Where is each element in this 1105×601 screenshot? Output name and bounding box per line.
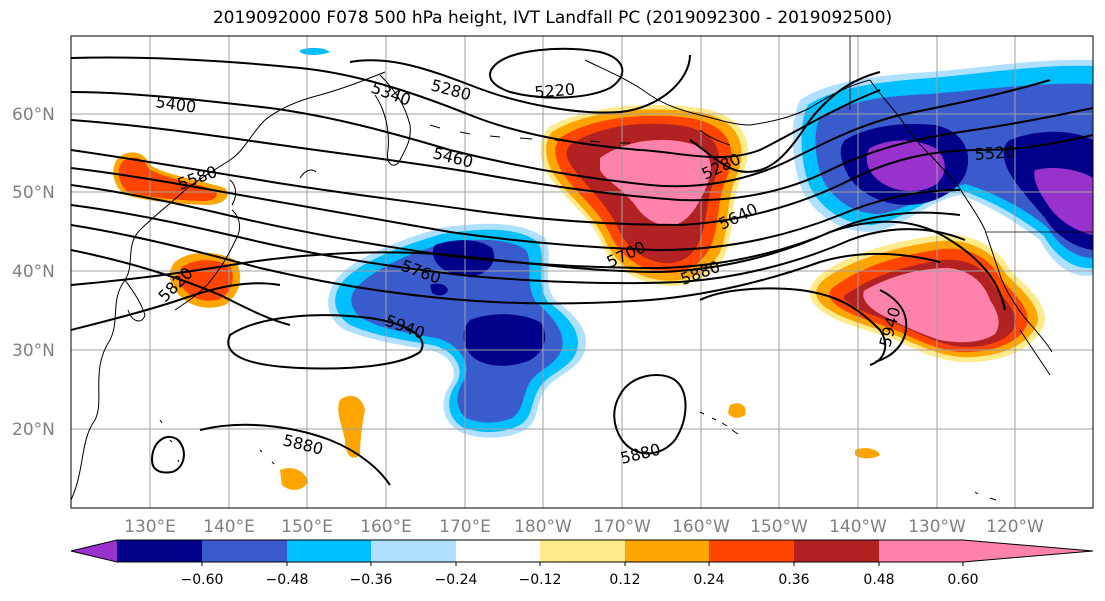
lon-label: 160°W xyxy=(672,517,730,537)
colorbar-tick-label: 0.36 xyxy=(778,572,809,588)
colorbar-tick-label: 0.12 xyxy=(609,572,640,588)
latitude-labels: 60°N 50°N 40°N 30°N 20°N xyxy=(12,105,55,440)
lat-label: 30°N xyxy=(12,341,55,361)
colorbar-tick-label: 0.60 xyxy=(947,572,978,588)
lat-label: 40°N xyxy=(12,262,55,282)
colorbar-tick-label: −0.24 xyxy=(435,572,478,588)
colorbar-tick-label: −0.36 xyxy=(350,572,393,588)
lon-label: 150°E xyxy=(281,517,333,537)
colorbar-cell xyxy=(540,540,625,562)
contour-label: 5520 xyxy=(974,142,1016,164)
map-content: 5400 5340 5280 5220 5580 5460 5280 5520 … xyxy=(71,36,1093,508)
colorbar-cell xyxy=(117,540,202,562)
longitude-labels: 130°E 140°E 150°E 160°E 170°E 180°W 170°… xyxy=(124,517,1044,537)
lon-label: 140°W xyxy=(829,517,887,537)
colorbar-outline xyxy=(70,539,1094,563)
colorbar-extend-low xyxy=(71,540,117,562)
negative-anomaly-subtropical xyxy=(328,223,586,438)
lon-label: 180°W xyxy=(514,517,572,537)
colorbar-cell xyxy=(371,540,456,562)
colorbar-tick-label: −0.12 xyxy=(519,572,562,588)
lon-label: 140°E xyxy=(203,517,255,537)
lon-label: 170°E xyxy=(439,517,491,537)
colorbar-cell xyxy=(456,540,540,562)
colorbar-cell xyxy=(709,540,794,562)
lon-label: 170°W xyxy=(593,517,651,537)
lon-label: 130°E xyxy=(124,517,176,537)
colorbar-tick-label: −0.48 xyxy=(266,572,309,588)
colorbar-cell xyxy=(202,540,287,562)
lat-label: 60°N xyxy=(12,105,55,125)
lon-label: 120°W xyxy=(986,517,1044,537)
colorbar-tick-label: −0.60 xyxy=(181,572,224,588)
lon-label: 160°E xyxy=(360,517,412,537)
contour-label: 5220 xyxy=(534,80,576,102)
colorbar: −0.60 −0.48 −0.36 −0.24 −0.12 0.12 0.24 … xyxy=(70,539,1094,588)
colorbar-cell xyxy=(879,540,963,562)
lat-label: 20°N xyxy=(12,420,55,440)
positive-anomaly-eastern xyxy=(809,234,1045,363)
lon-label: 130°W xyxy=(908,517,966,537)
lon-label: 150°W xyxy=(750,517,808,537)
colorbar-tick-label: 0.24 xyxy=(693,572,724,588)
positive-anomaly-central xyxy=(540,104,748,286)
map-frame xyxy=(70,35,1094,509)
height-contours xyxy=(71,47,1093,486)
map-title: 2019092000 F078 500 hPa height, IVT Land… xyxy=(212,8,893,28)
colorbar-cell xyxy=(625,540,709,562)
colorbar-cell xyxy=(794,540,879,562)
colorbar-tick-label: 0.48 xyxy=(863,572,894,588)
lat-label: 50°N xyxy=(12,183,55,203)
colorbar-cell xyxy=(287,540,371,562)
colorbar-extend-high xyxy=(963,540,1093,562)
